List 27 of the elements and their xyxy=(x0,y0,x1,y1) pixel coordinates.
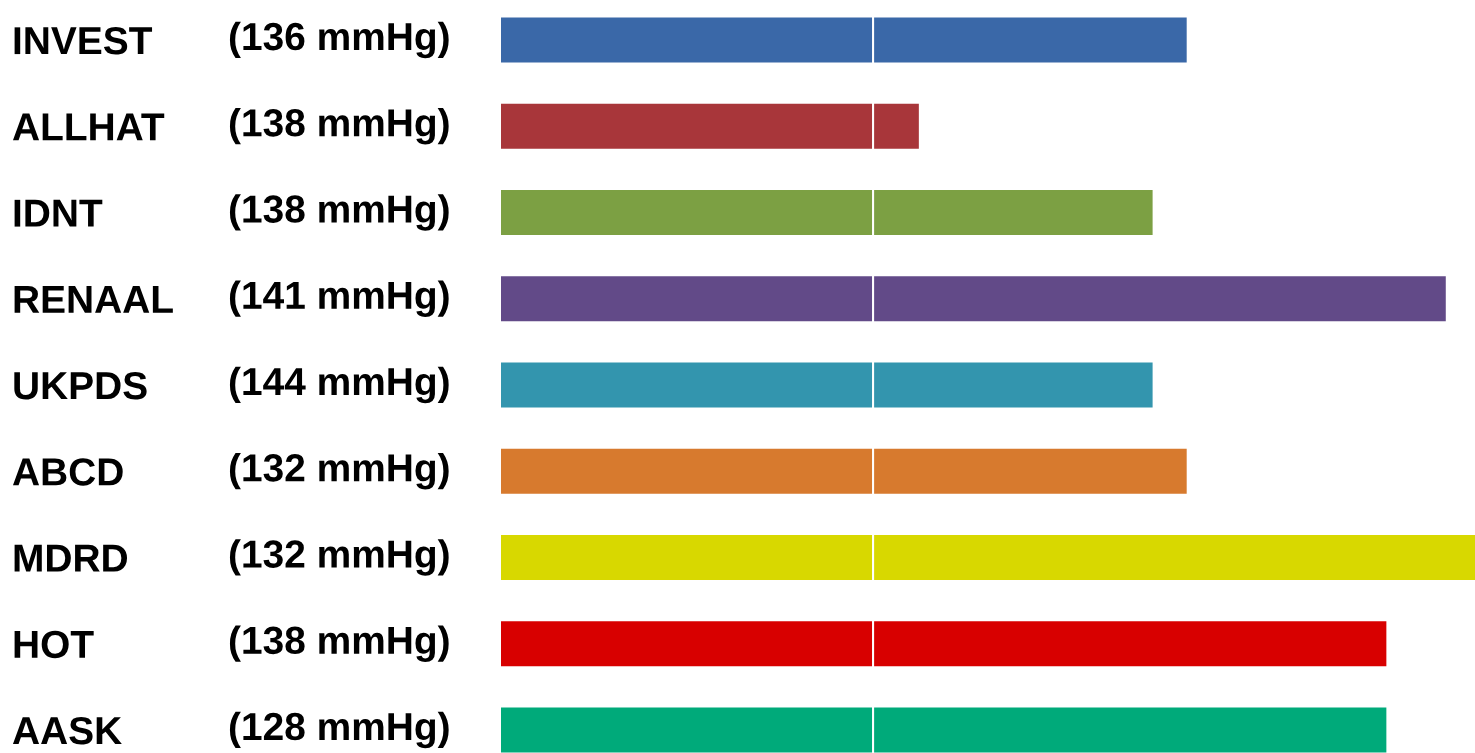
y-tick-label: UKPDS xyxy=(14,371,147,400)
y-tick-label: ALLHAT xyxy=(12,113,165,141)
y-tick-label: HOT xyxy=(14,630,94,659)
bar xyxy=(501,362,1153,408)
y-tick-label: MDRD xyxy=(14,544,128,572)
y-tick-label: ABCD xyxy=(12,458,123,486)
y-tick-label: INVEST xyxy=(14,26,153,55)
bar xyxy=(501,621,1387,667)
bar xyxy=(501,448,1187,494)
text: (132 mmHg) xyxy=(229,539,449,576)
bar xyxy=(501,535,1475,580)
bar xyxy=(501,707,1387,753)
text: (128 mmHg) xyxy=(229,711,449,749)
text: (144 mmHg) xyxy=(229,366,449,404)
text: (138 mmHg) xyxy=(229,625,449,662)
text: (138 mmHg) xyxy=(229,194,449,231)
text: (136 mmHg) xyxy=(229,21,449,59)
text: (138 mmHg) xyxy=(229,108,449,145)
text: (132 mmHg) xyxy=(229,453,449,490)
bar xyxy=(501,103,919,149)
bar xyxy=(501,17,1187,63)
text: (141 mmHg) xyxy=(229,280,449,317)
bar xyxy=(501,190,1153,235)
y-tick-label: RENAAL xyxy=(14,286,173,313)
y-tick-label: AASK xyxy=(12,716,122,745)
bar xyxy=(501,276,1446,322)
y-tick-label: IDNT xyxy=(14,199,103,227)
